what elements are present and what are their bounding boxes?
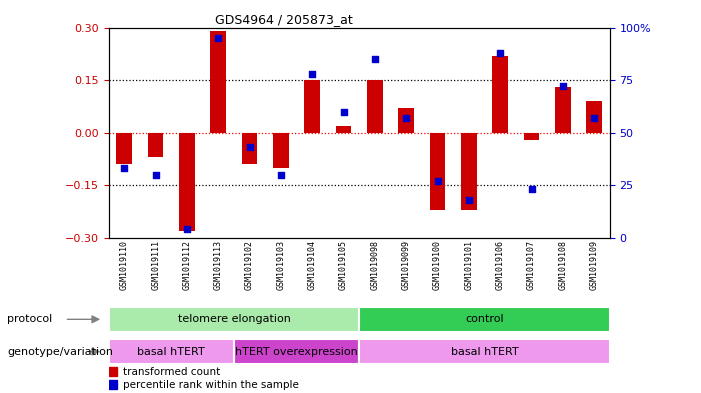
Text: GSM1019110: GSM1019110	[120, 240, 129, 290]
Bar	[109, 339, 234, 364]
Point	[463, 197, 475, 203]
Bar	[336, 126, 351, 132]
Bar	[116, 132, 132, 164]
Text: GSM1019103: GSM1019103	[276, 240, 285, 290]
Bar	[234, 339, 360, 364]
Text: telomere elongation: telomere elongation	[177, 314, 290, 324]
Point	[401, 115, 412, 121]
Text: GSM1019102: GSM1019102	[245, 240, 254, 290]
Text: GSM1019107: GSM1019107	[527, 240, 536, 290]
Point	[526, 186, 537, 193]
Bar	[586, 101, 602, 132]
Bar	[492, 55, 508, 132]
Title: GDS4964 / 205873_at: GDS4964 / 205873_at	[215, 13, 353, 26]
Bar	[109, 307, 360, 332]
Point	[150, 171, 161, 178]
Text: GSM1019108: GSM1019108	[559, 240, 567, 290]
Point	[338, 108, 349, 115]
Bar	[109, 367, 116, 376]
Bar	[304, 80, 320, 132]
Text: GSM1019098: GSM1019098	[370, 240, 379, 290]
Text: GSM1019111: GSM1019111	[151, 240, 160, 290]
Point	[182, 226, 193, 233]
Point	[369, 56, 381, 62]
Point	[212, 35, 224, 41]
Text: GSM1019109: GSM1019109	[590, 240, 599, 290]
Text: GSM1019100: GSM1019100	[433, 240, 442, 290]
Text: hTERT overexpression: hTERT overexpression	[236, 347, 358, 356]
Text: percentile rank within the sample: percentile rank within the sample	[123, 380, 299, 389]
Text: GSM1019113: GSM1019113	[214, 240, 223, 290]
Bar	[242, 132, 257, 164]
Text: GSM1019106: GSM1019106	[496, 240, 505, 290]
Text: GSM1019101: GSM1019101	[464, 240, 473, 290]
Bar	[210, 31, 226, 132]
Bar	[398, 108, 414, 132]
Text: basal hTERT: basal hTERT	[137, 347, 205, 356]
Text: GSM1019105: GSM1019105	[339, 240, 348, 290]
Bar	[273, 132, 289, 168]
Point	[557, 83, 569, 90]
Bar	[148, 132, 163, 157]
Bar	[179, 132, 195, 231]
Text: protocol: protocol	[7, 314, 53, 324]
Point	[118, 165, 130, 171]
Bar	[430, 132, 445, 210]
Text: basal hTERT: basal hTERT	[451, 347, 519, 356]
Text: GSM1019112: GSM1019112	[182, 240, 191, 290]
Text: control: control	[465, 314, 504, 324]
Text: GSM1019099: GSM1019099	[402, 240, 411, 290]
Point	[495, 50, 506, 56]
Bar	[360, 339, 610, 364]
Bar	[555, 87, 571, 132]
Text: genotype/variation: genotype/variation	[7, 347, 113, 356]
Point	[306, 71, 318, 77]
Bar	[109, 380, 116, 389]
Point	[244, 144, 255, 151]
Bar	[367, 80, 383, 132]
Point	[589, 115, 600, 121]
Text: GSM1019104: GSM1019104	[308, 240, 317, 290]
Bar	[461, 132, 477, 210]
Point	[432, 178, 443, 184]
Bar	[524, 132, 539, 140]
Text: transformed count: transformed count	[123, 367, 220, 377]
Point	[275, 171, 287, 178]
Bar	[360, 307, 610, 332]
